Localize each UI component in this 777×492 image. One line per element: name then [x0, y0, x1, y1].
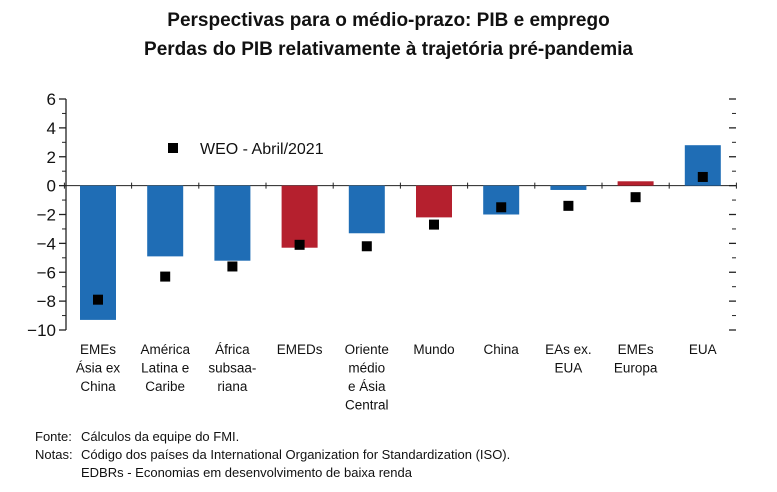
weo-marker — [697, 171, 708, 182]
bar — [214, 185, 251, 261]
chart-subtitle: Perdas do PIB relativamente à trajetória… — [144, 39, 633, 60]
bar — [281, 185, 318, 248]
category-label: Caribe — [145, 379, 185, 394]
weo-marker — [93, 294, 103, 305]
category-label: EMEs — [80, 342, 116, 357]
notes-text: Código dos países da International Organ… — [81, 447, 511, 462]
y-tick-label: 0 — [47, 177, 56, 196]
category-label: EUA — [689, 342, 717, 357]
category-label: Ásia ex — [76, 361, 121, 376]
category-label: EAs ex. — [545, 342, 592, 357]
category-label: Central — [345, 398, 389, 413]
notes-text-2: EDBRs - Economias em desenvolvimento de … — [81, 465, 412, 480]
bar — [416, 185, 452, 218]
category-label: subsaa- — [208, 361, 256, 376]
bar — [550, 185, 587, 190]
weo-marker — [294, 239, 305, 250]
weo-marker — [160, 271, 171, 282]
y-tick-label: −2 — [37, 206, 56, 225]
category-label: EMEs — [618, 342, 654, 357]
bar — [348, 185, 385, 234]
category-label: China — [484, 342, 520, 357]
bar — [147, 185, 184, 257]
y-tick-label: 4 — [47, 119, 56, 138]
weo-marker — [227, 261, 238, 272]
weo-marker — [630, 192, 641, 203]
legend-marker — [168, 143, 178, 153]
category-label: EMEDs — [277, 342, 323, 357]
chart-title: Perspectivas para o médio-prazo: PIB e e… — [167, 10, 610, 31]
chart-notes: Fonte: Cálculos da equipe do FMI. Notas:… — [35, 428, 510, 482]
y-tick-label: −4 — [37, 234, 56, 253]
category-label: América — [140, 342, 190, 357]
category-label: médio — [348, 361, 385, 376]
bar-chart: 6 4 2 0 −2 −4 −6 −8 −10 WEO - Abril/2021 EMEs Ásia … — [27, 90, 737, 413]
y-tick-label: −8 — [37, 292, 56, 311]
source-label: Fonte: — [35, 429, 72, 444]
category-label: e Ásia — [348, 379, 386, 394]
category-label: riana — [217, 379, 248, 394]
bar — [617, 181, 654, 186]
category-label: África — [215, 342, 250, 357]
y-tick-label: −10 — [27, 321, 56, 340]
weo-marker — [496, 202, 507, 213]
category-label: Europa — [614, 361, 658, 376]
legend-label: WEO - Abril/2021 — [200, 141, 324, 158]
weo-marker — [429, 219, 439, 230]
weo-marker — [563, 200, 574, 211]
weo-marker — [361, 241, 372, 252]
category-label: Oriente — [345, 342, 389, 357]
category-label: EUA — [555, 361, 583, 376]
notes-label: Notas: — [35, 447, 73, 462]
source-text: Cálculos da equipe do FMI. — [81, 429, 240, 444]
y-tick-label: −6 — [37, 263, 56, 282]
category-label: Latina e — [141, 361, 189, 376]
category-label: Mundo — [413, 342, 454, 357]
category-label: China — [80, 379, 116, 394]
y-tick-label: 6 — [47, 90, 56, 109]
y-tick-label: 2 — [47, 148, 56, 167]
